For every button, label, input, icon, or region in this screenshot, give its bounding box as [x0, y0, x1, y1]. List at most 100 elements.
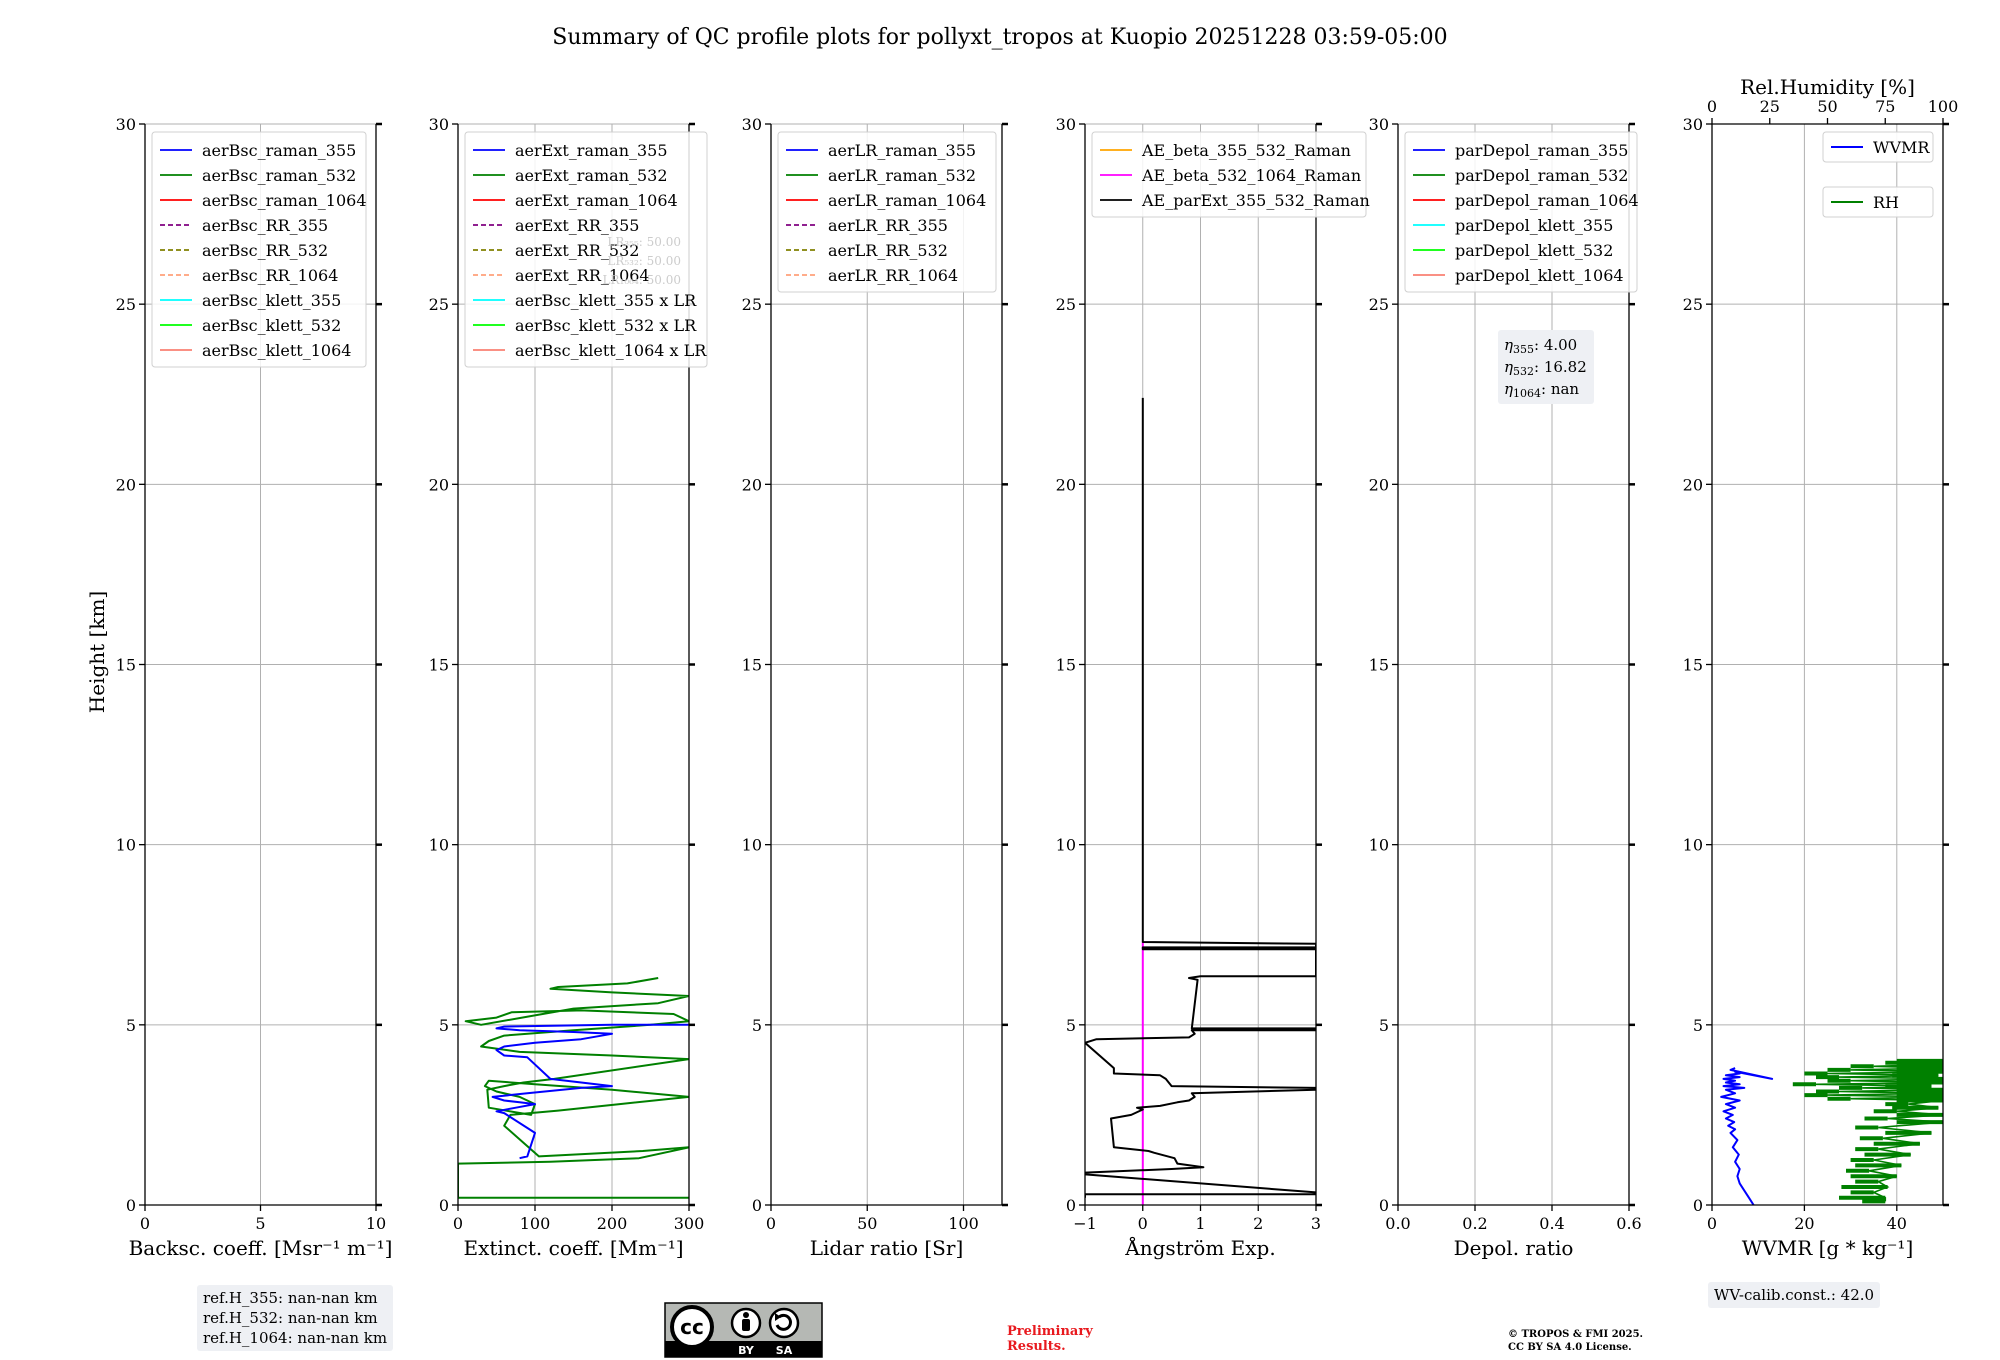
cc-sa-text: SA	[776, 1344, 793, 1357]
y-tick-label: 25	[1369, 295, 1389, 314]
legend-label: parDepol_klett_1064	[1455, 266, 1624, 285]
x-tick-label: 100	[948, 1214, 979, 1233]
legend-label: AE_beta_532_1064_Raman	[1141, 166, 1361, 185]
series-layer	[1085, 397, 1316, 1205]
y-tick-label: 15	[1056, 656, 1076, 675]
x-axis-label: Ångström Exp.	[1124, 1235, 1275, 1260]
eta-box-bg	[1498, 330, 1594, 404]
lr-annotation: LR₃₅₅: 50.00	[607, 235, 681, 249]
y-tick-label: 25	[1056, 295, 1076, 314]
x-tick-label: 3	[1311, 1214, 1321, 1233]
y-tick-label: 15	[1369, 656, 1389, 675]
x-tick-label: 2	[1253, 1214, 1263, 1233]
y-tick-label: 25	[429, 295, 449, 314]
refh-line: ref.H_1064: nan-nan km	[203, 1329, 388, 1347]
x-tick-label: −1	[1073, 1214, 1097, 1233]
x-tick-label: 0	[1707, 1214, 1717, 1233]
wv-calib-text: WV-calib.const.: 42.0	[1714, 1286, 1875, 1304]
x-tick-label: 0.0	[1385, 1214, 1410, 1233]
y-tick-label: 15	[429, 656, 449, 675]
legend-label: AE_parExt_355_532_Raman	[1141, 191, 1370, 210]
x-tick-label: 100	[520, 1214, 551, 1233]
series-aerExt_raman_532	[458, 977, 689, 1199]
panel-backscatter: 0 5 10 15 20 25 30 0 5 10 Backsc. coeff. [Msr⁻¹ m⁻…	[116, 115, 393, 1260]
x-tick-label: 0	[453, 1214, 463, 1233]
legend-label: aerBsc_raman_532	[202, 166, 356, 185]
series-WVMR	[1720, 1067, 1774, 1205]
top-tick-label: 0	[1707, 97, 1717, 116]
wv-calib-box: WV-calib.const.: 42.0	[1708, 1282, 1881, 1308]
legend-angstrom: AE_beta_355_532_Raman AE_beta_532_1064_Ra…	[1091, 131, 1370, 218]
cc-icon	[670, 1305, 714, 1349]
x-axis-label: WVMR [g * kg⁻¹]	[1742, 1236, 1914, 1260]
cc-license-badge[interactable]: cc BY SA	[664, 1302, 823, 1358]
y-tick-label: 0	[126, 1196, 136, 1215]
y-tick-label: 10	[116, 836, 136, 855]
copyright-line-1: © TROPOS & FMI 2025.	[1508, 1329, 1644, 1340]
y-tick-label: 20	[1683, 475, 1703, 494]
y-tick-label: 30	[116, 115, 136, 134]
y-tick-label: 20	[742, 475, 762, 494]
legend-backscatter: aerBsc_raman_355 aerBsc_raman_532 aerBsc_r…	[151, 131, 367, 368]
y-tick-label: 30	[742, 115, 762, 134]
y-tick-label: 25	[116, 295, 136, 314]
legend-label: aerBsc_RR_1064	[202, 266, 338, 285]
lr-annotation: LR₅₃₂: 50.00	[607, 254, 681, 268]
legend-label: aerExt_raman_532	[515, 166, 668, 185]
y-tick-label: 5	[439, 1016, 449, 1035]
y-tick-label: 30	[1683, 115, 1703, 134]
x-tick-label: 0	[140, 1214, 150, 1233]
y-tick-label: 10	[429, 836, 449, 855]
x-tick-label: 20	[1794, 1214, 1814, 1233]
x-tick-label: 1	[1195, 1214, 1205, 1233]
y-tick-label: 20	[429, 475, 449, 494]
legend-label: aerLR_raman_355	[828, 141, 976, 160]
copyright-line-2: CC BY SA 4.0 License.	[1508, 1342, 1632, 1353]
refh-line: ref.H_355: nan-nan km	[203, 1289, 378, 1307]
legend-frame	[464, 131, 708, 368]
preliminary-note: Preliminary Results.	[1007, 1324, 1093, 1354]
cc-letters: cc	[680, 1315, 704, 1339]
y-tick-label: 0	[1379, 1196, 1389, 1215]
legend-label: aerLR_RR_355	[828, 216, 948, 235]
y-tick-label: 0	[1066, 1196, 1076, 1215]
y-tick-label: 5	[1693, 1016, 1703, 1035]
x-tick-label: 5	[255, 1214, 265, 1233]
eta-line: η1064: nan	[1504, 380, 1579, 400]
preliminary-line-2: Results.	[1007, 1339, 1066, 1354]
legend-label: aerBsc_klett_355 x LR	[515, 291, 697, 310]
legend-extinction: aerExt_raman_355 aerExt_raman_532 aerExt_r…	[464, 131, 708, 368]
legend-label: aerBsc_klett_355	[202, 291, 341, 310]
x-axis-label: Extinct. coeff. [Mm⁻¹]	[463, 1236, 683, 1260]
legend-label: WVMR	[1873, 138, 1930, 157]
legend-label: aerLR_RR_532	[828, 241, 948, 260]
y-tick-label: 20	[116, 475, 136, 494]
legend-label: aerLR_raman_532	[828, 166, 976, 185]
x-tick-label: 300	[674, 1214, 705, 1233]
panel-depol: 0 5 10 15 20 25 30 0.0 0.2 0.4 0.6 Depol. ratio parD…	[1369, 115, 1642, 1260]
x-tick-label: 50	[857, 1214, 877, 1233]
eta-line: η355: 4.00	[1504, 336, 1577, 356]
x-tick-label: 0.2	[1462, 1214, 1487, 1233]
x-tick-label: 0.6	[1616, 1214, 1641, 1233]
legend-frame	[1822, 186, 1934, 218]
legend-label: aerBsc_RR_532	[202, 241, 328, 260]
share-alike-icon	[768, 1307, 800, 1339]
y-tick-label: 15	[116, 656, 136, 675]
top-tick-label: 50	[1817, 97, 1837, 116]
y-tick-label: 10	[1369, 836, 1389, 855]
legend-label: aerExt_RR_532	[515, 241, 639, 260]
y-tick-label: 0	[752, 1196, 762, 1215]
y-tick-label: 30	[429, 115, 449, 134]
legend-lidar_ratio: aerLR_raman_355 aerLR_raman_532 aerLR_rama…	[777, 131, 997, 293]
x-tick-label: 10	[366, 1214, 386, 1233]
legend-label: aerLR_raman_1064	[828, 191, 986, 210]
lr-annotation: LR₁₀₆₄: 50.00	[603, 273, 681, 287]
figure-title: Summary of QC profile plots for pollyxt_…	[552, 25, 1447, 50]
legend-label: parDepol_raman_1064	[1455, 191, 1639, 210]
series-layer	[458, 977, 689, 1199]
